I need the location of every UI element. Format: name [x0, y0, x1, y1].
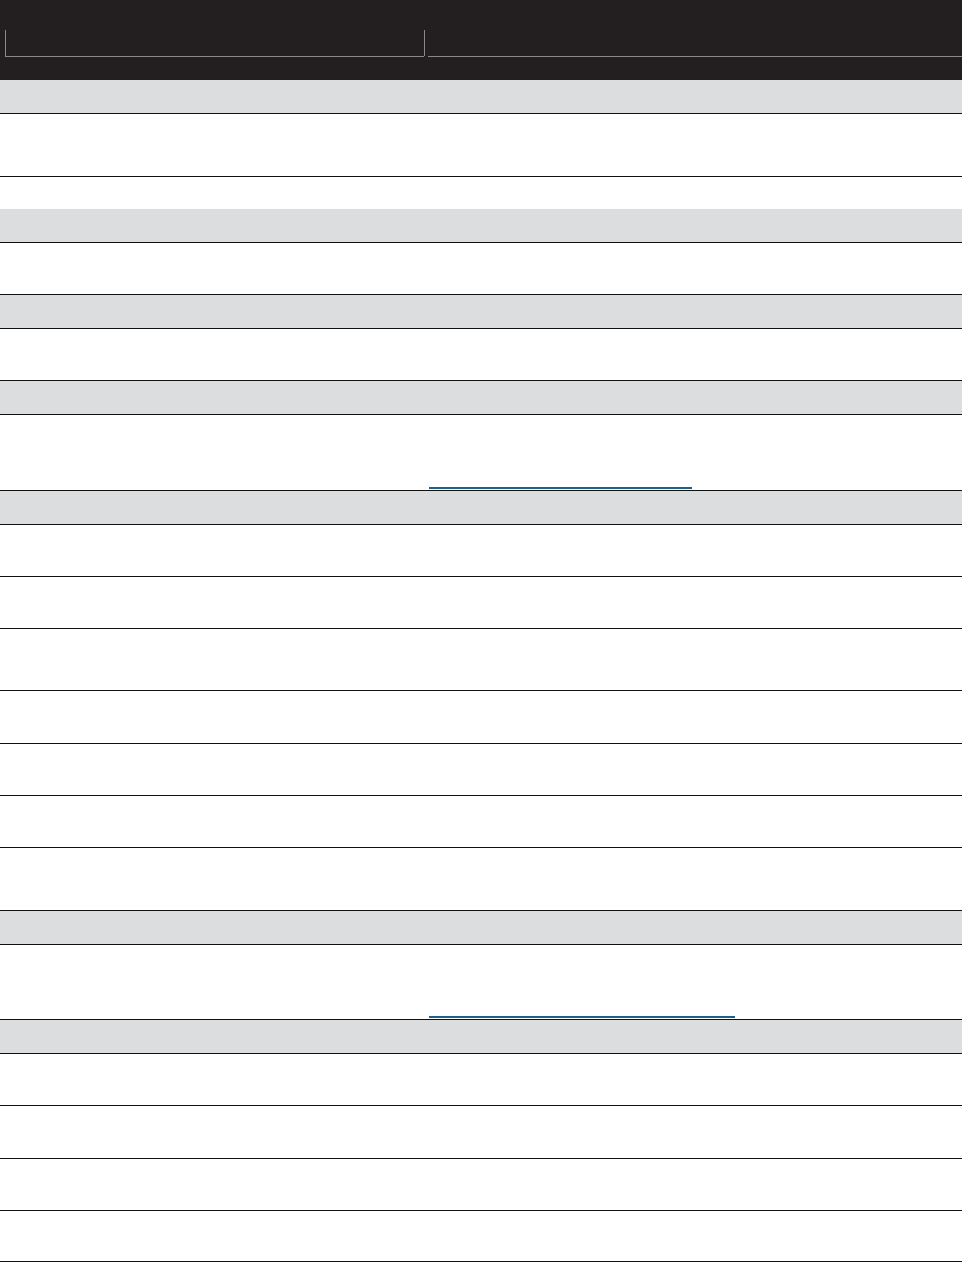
section-row — [0, 910, 962, 944]
section-row — [0, 80, 962, 113]
row-divider — [0, 743, 962, 744]
row-divider — [0, 628, 962, 629]
row-divider — [0, 1261, 962, 1262]
row-divider — [0, 847, 962, 848]
link[interactable] — [429, 487, 692, 489]
section-row — [0, 294, 962, 328]
row-divider — [0, 176, 962, 177]
header-cell-border — [5, 56, 424, 57]
row-divider — [0, 910, 962, 911]
row-divider — [0, 576, 962, 577]
header-cell-border — [428, 56, 962, 57]
row-divider — [0, 1158, 962, 1159]
row-divider — [0, 490, 962, 491]
row-divider — [0, 380, 962, 381]
row-divider — [0, 113, 962, 114]
row-divider — [0, 414, 962, 415]
row-divider — [0, 1019, 962, 1020]
link[interactable] — [429, 1016, 735, 1018]
row-divider — [0, 690, 962, 691]
row-divider — [0, 1210, 962, 1211]
row-divider — [0, 328, 962, 329]
section-row — [0, 380, 962, 414]
header-cell-border — [424, 30, 425, 56]
row-divider — [0, 294, 962, 295]
row-divider — [0, 944, 962, 945]
row-divider — [0, 1053, 962, 1054]
row-divider — [0, 1105, 962, 1106]
section-row — [0, 1019, 962, 1053]
table-header — [0, 0, 962, 80]
row-divider — [0, 795, 962, 796]
section-row — [0, 209, 962, 242]
header-cell-border — [5, 30, 6, 56]
section-row — [0, 490, 962, 524]
row-divider — [0, 524, 962, 525]
row-divider — [0, 242, 962, 243]
